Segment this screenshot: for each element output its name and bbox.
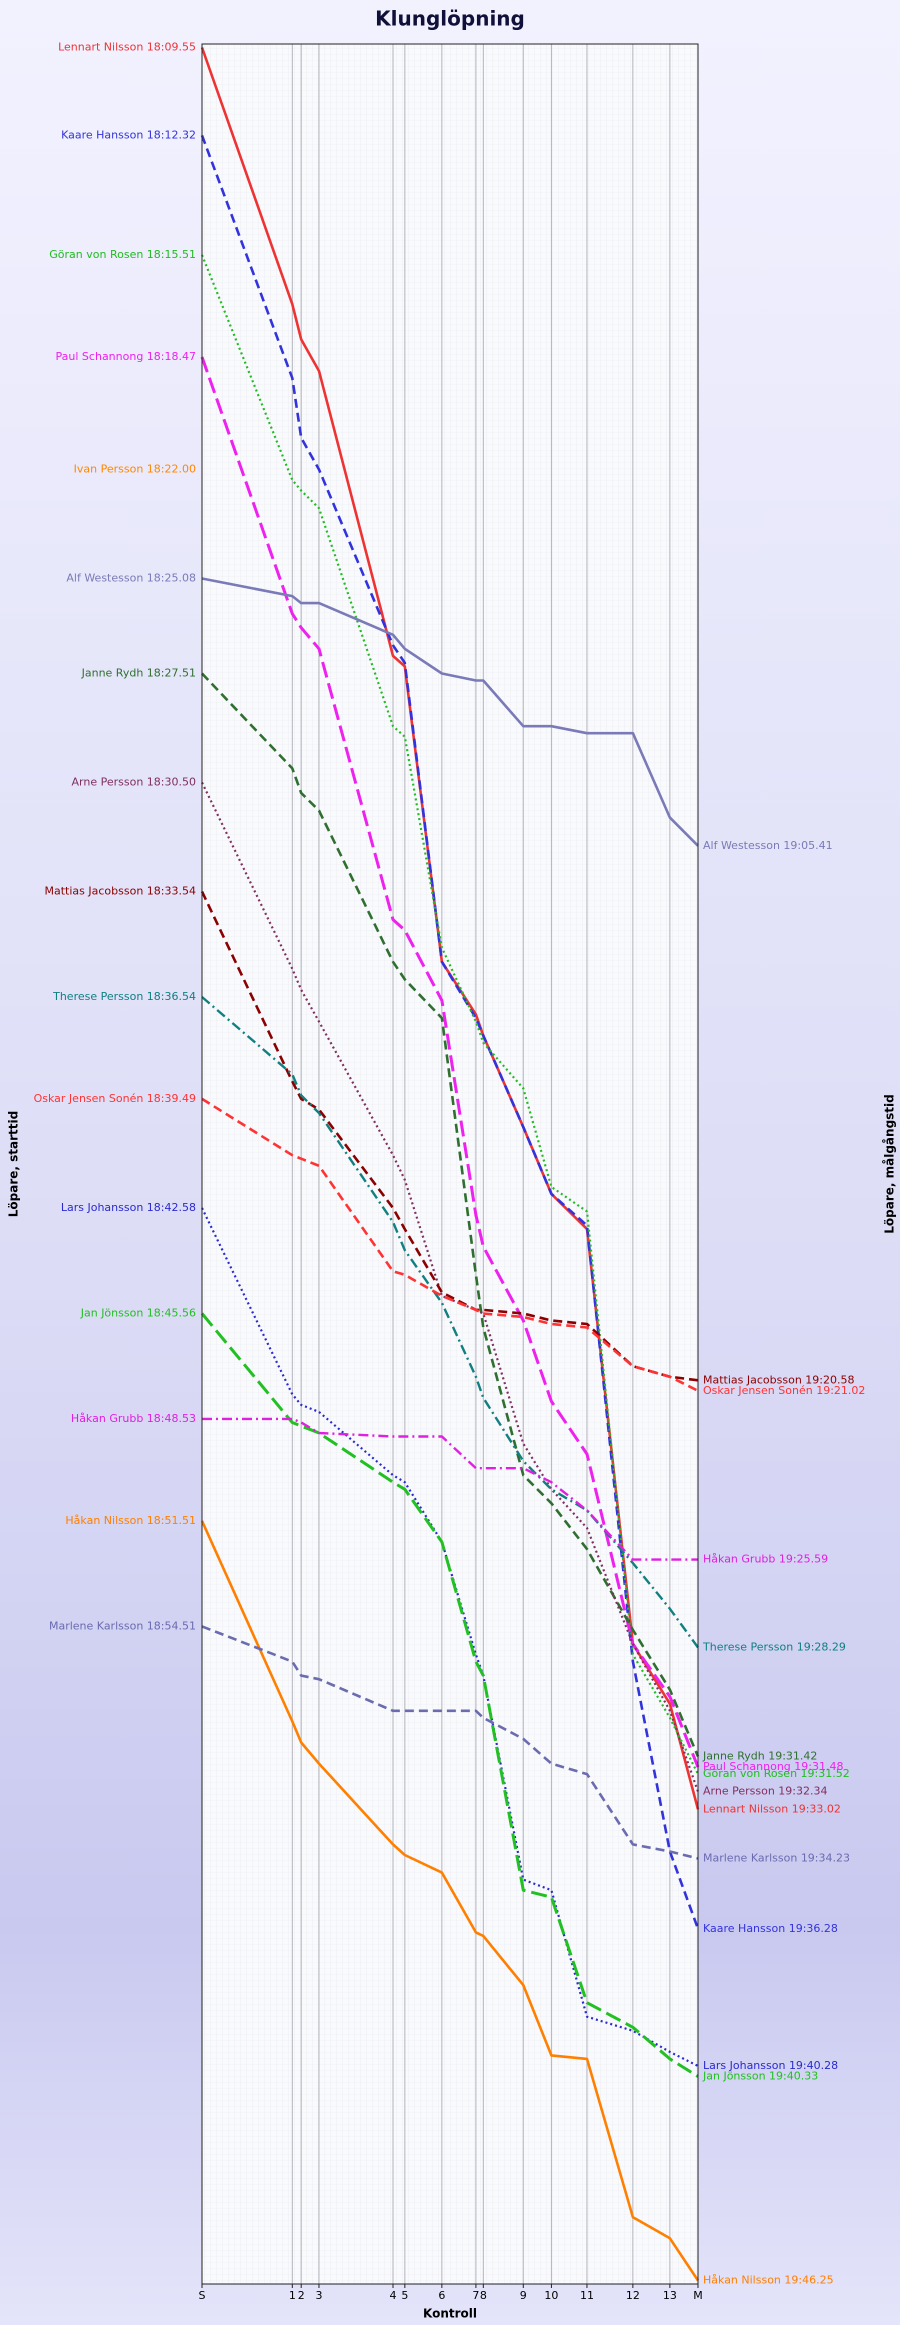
finish-label: Håkan Nilsson 19:46.25 [703,2273,834,2286]
start-label: Alf Westesson 18:25.08 [66,572,196,585]
runner-line [202,1417,698,1561]
start-label: Oskar Jensen Sonén 18:39.49 [34,1092,196,1105]
plot-frame [201,43,699,2285]
x-tick-label: 1 [289,2289,296,2302]
runner-line [201,1625,699,1860]
start-label: Marlene Karlsson 18:54.51 [49,1619,196,1632]
finish-label: Marlene Karlsson 19:34.23 [703,1852,850,1865]
finish-label: Therese Persson 19:28.29 [702,1641,846,1654]
runner-line [200,1312,699,2078]
x-tick-label: 6 [438,2289,445,2302]
finish-label: Lars Johansson 19:40.28 [703,2059,838,2072]
finish-label: Oskar Jensen Sonén 19:21.02 [703,1384,865,1397]
start-label: Håkan Nilsson 18:51.51 [65,1514,196,1527]
runner-line [201,996,699,1649]
start-label: Mattias Jacobsson 18:33.54 [45,884,196,897]
x-tick-label: 12 [626,2289,640,2302]
x-axis-label: Kontroll [423,2307,477,2321]
finish-label: Arne Persson 19:32.34 [703,1785,827,1798]
chart-title: Klunglöpning [375,7,525,31]
start-label: Göran von Rosen 18:15.51 [49,248,196,261]
runner-line [200,47,700,1810]
x-tick-label: S [199,2289,206,2302]
finish-label: Paul Schannong 19:31.48 [703,1760,843,1773]
minor-grid [202,44,698,2284]
x-tick-label: 10 [544,2289,558,2302]
start-label: Janne Rydh 18:27.51 [81,666,196,679]
x-tick-label: 7 [472,2289,479,2302]
start-label: Håkan Grubb 18:48.53 [71,1412,196,1425]
x-tick-label: 11 [580,2289,594,2302]
x-tick-label: 13 [663,2289,677,2302]
finish-label: Jan Jönsson 19:40.33 [702,2070,818,2083]
x-tick-label: 2 [298,2289,305,2302]
runner-line [201,1097,699,1392]
runner-line [200,356,700,1768]
x-tick-label: 9 [520,2289,527,2302]
runner-line [200,1520,700,2282]
x-tick-label: 4 [389,2289,396,2302]
start-label: Lars Johansson 18:42.58 [61,1201,196,1214]
y-axis-label-right: Löpare, målgångstid [883,1094,897,1234]
finish-label: Mattias Jacobsson 19:20.58 [703,1373,854,1386]
start-label: Lennart Nilsson 18:09.55 [58,41,196,54]
finish-label: Alf Westesson 19:05.41 [703,839,833,852]
x-tick-label: 3 [315,2289,322,2302]
finish-label: Håkan Grubb 19:25.59 [703,1553,828,1566]
finish-label: Göran von Rosen 19:31.52 [703,1767,850,1780]
x-tick-label: 5 [401,2289,408,2302]
finish-label: Janne Rydh 19:31.42 [702,1750,817,1763]
x-tick-label: 8 [480,2289,487,2302]
finish-label: Lennart Nilsson 19:33.02 [703,1802,841,1815]
x-tick-label: M [693,2289,703,2302]
start-label: Ivan Persson 18:22.00 [74,462,196,475]
start-label: Paul Schannong 18:18.47 [56,350,196,363]
finish-label: Kaare Hansson 19:36.28 [703,1922,838,1935]
start-label: Jan Jönsson 18:45.56 [80,1306,196,1319]
runner-line [201,577,699,847]
y-axis-label-left: Löpare, starttid [7,1111,21,1217]
start-label: Kaare Hansson 18:12.32 [61,128,196,141]
start-label: Arne Persson 18:30.50 [72,775,196,788]
start-label: Therese Persson 18:36.54 [52,990,196,1003]
